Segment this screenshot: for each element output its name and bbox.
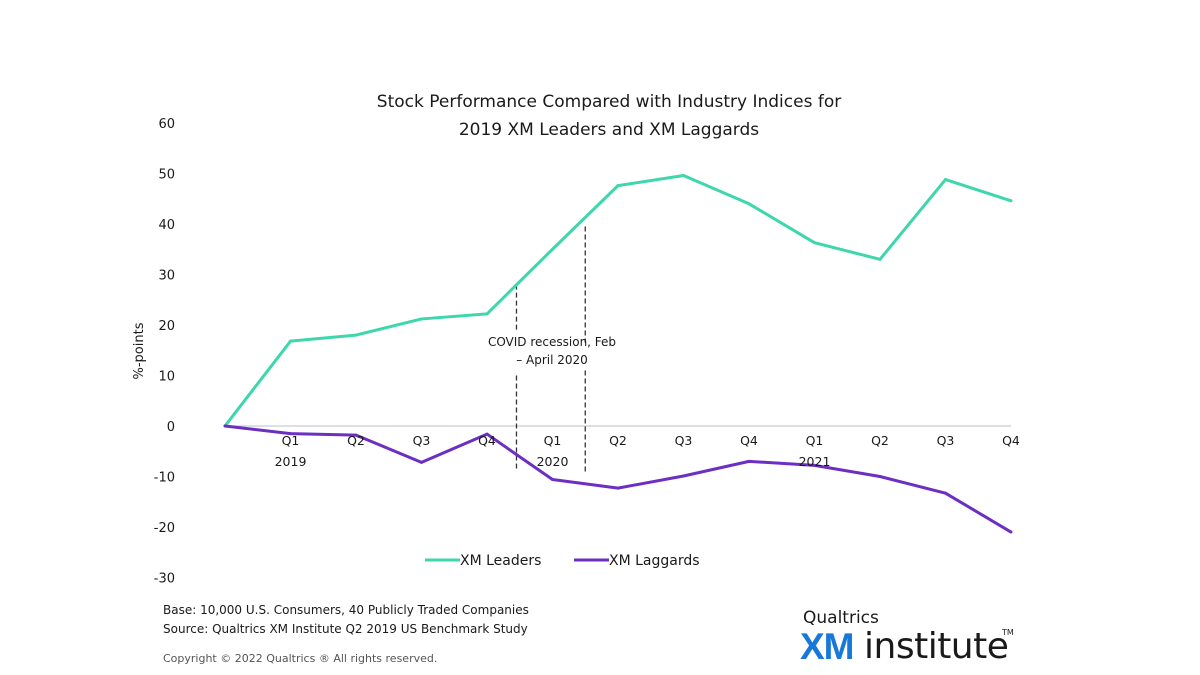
data-point-xm-laggards [289, 432, 292, 436]
x-year-label: 2020 [537, 454, 569, 469]
data-point-xm-laggards [944, 491, 947, 495]
data-point-xm-laggards [682, 474, 685, 478]
chart-title-line-1: Stock Performance Compared with Industry… [377, 92, 841, 112]
legend-label-xm-laggards: XM Laggards [609, 553, 700, 569]
y-tick-label: -30 [154, 572, 175, 587]
data-point-xm-leaders [944, 178, 947, 182]
y-axis-ticks: -30 -20 -10 0 10 20 30 40 50 60 [154, 117, 175, 587]
data-point-xm-leaders [420, 317, 423, 321]
data-point-xm-laggards [485, 432, 489, 436]
x-tick-label: Q4 [478, 433, 496, 448]
x-tick-label: Q1 [544, 433, 562, 448]
x-tick-label: Q3 [675, 433, 693, 448]
footnote-base: Base: 10,000 U.S. Consumers, 40 Publicly… [163, 603, 529, 617]
series-lines [223, 174, 1013, 534]
footnote-source: Source: Qualtrics XM Institute Q2 2019 U… [163, 622, 528, 636]
x-year-label: 2021 [799, 454, 831, 469]
x-tick-label: Q2 [871, 433, 889, 448]
x-tick-label: Q1 [806, 433, 824, 448]
data-point-xm-laggards [1009, 530, 1013, 534]
annotation-text-line-1: COVID recession, Feb [488, 335, 616, 349]
y-tick-label: 0 [167, 420, 175, 435]
legend-label-xm-leaders: XM Leaders [460, 553, 541, 569]
y-axis-label: %-points [132, 322, 147, 379]
covid-annotation: COVID recession, Feb – April 2020 [488, 226, 616, 472]
logo-xm-text: XM [800, 626, 854, 667]
data-point-xm-leaders [354, 333, 358, 337]
logo-qualtrics-text: Qualtrics [803, 608, 879, 628]
y-tick-label: 60 [158, 117, 175, 132]
x-tick-label: Q3 [413, 433, 431, 448]
y-tick-label: -10 [154, 471, 175, 486]
y-tick-label: 20 [158, 319, 175, 334]
data-point-xm-leaders [616, 184, 620, 188]
logo-institute-text: institute [864, 626, 1009, 667]
series-line-xm-leaders [223, 174, 1012, 427]
x-tick-label: Q4 [740, 433, 758, 448]
x-tick-label: Q2 [609, 433, 627, 448]
data-point-xm-laggards [616, 486, 620, 490]
x-tick-label: Q3 [937, 433, 955, 448]
data-point-xm-leaders [289, 339, 292, 343]
x-tick-label: Q2 [347, 433, 365, 448]
chart-title-line-2: 2019 XM Leaders and XM Laggards [459, 120, 759, 140]
line-chart: Stock Performance Compared with Industry… [132, 92, 1020, 587]
x-tick-label: Q4 [1002, 433, 1020, 448]
y-tick-label: 40 [158, 218, 175, 233]
data-point-xm-leaders [551, 247, 554, 251]
data-point-xm-laggards [878, 475, 882, 478]
x-axis-ticks: Q1 Q2 Q3 Q4 Q1 Q2 Q3 Q4 Q1 Q2 Q3 Q4 2019 2020 2021 [275, 433, 1020, 469]
data-point-xm-laggards [354, 433, 358, 437]
data-point-xm-leaders [813, 241, 816, 245]
y-tick-label: 50 [158, 168, 175, 183]
qualtrics-xm-institute-logo: Qualtrics XM institute TM [800, 608, 1030, 668]
data-point-xm-laggards [747, 459, 751, 463]
data-point-xm-leaders [747, 202, 751, 206]
x-year-label: 2019 [275, 454, 307, 469]
data-point-xm-leaders [682, 174, 685, 178]
data-point-xm-leaders [485, 312, 489, 316]
data-point-xm-leaders [878, 257, 882, 261]
data-point-xm-laggards [551, 478, 554, 482]
data-point-xm-leaders [1009, 199, 1013, 203]
data-point-xm-laggards [223, 424, 227, 428]
y-tick-label: 10 [158, 370, 175, 385]
data-point-xm-laggards [813, 463, 816, 467]
chart-legend: XM Leaders XM Laggards [425, 553, 700, 569]
data-point-xm-laggards [420, 460, 423, 464]
y-tick-label: -20 [154, 521, 175, 536]
x-tick-label: Q1 [282, 433, 300, 448]
logo-trademark: TM [1002, 628, 1014, 637]
copyright-text: Copyright © 2022 Qualtrics ® All rights … [163, 652, 438, 665]
annotation-text-line-2: – April 2020 [516, 353, 588, 367]
y-tick-label: 30 [158, 269, 175, 284]
